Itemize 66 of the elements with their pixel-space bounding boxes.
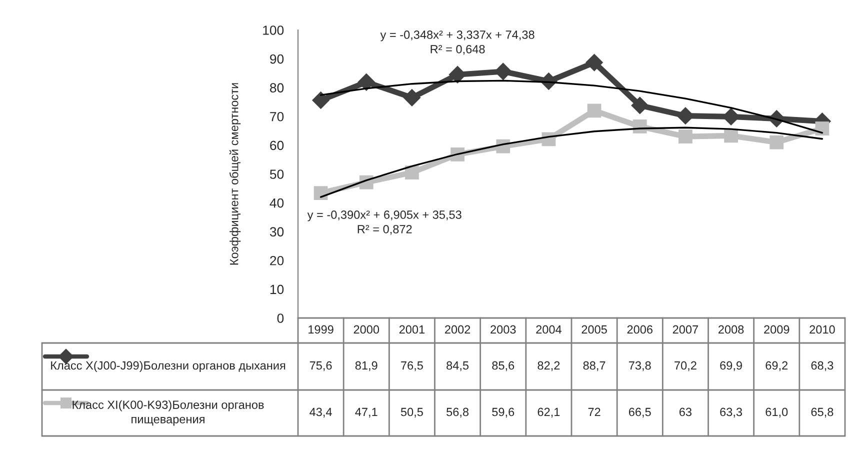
point xyxy=(448,66,466,84)
y-tick-label: 0 xyxy=(277,314,284,323)
annotation: y = -0,348x² + 3,337x + 74,38 R² = 0,648 xyxy=(380,30,534,55)
point xyxy=(724,128,738,143)
point xyxy=(358,74,375,91)
point xyxy=(815,122,830,136)
legend-label: Класс X(J00-J99)Болезни органов дыхания xyxy=(51,360,286,372)
point xyxy=(405,166,419,180)
data-label: 75,6 xyxy=(310,361,332,372)
x-tick-label: 2006 xyxy=(627,325,652,334)
point xyxy=(770,135,784,150)
data-label: 85,6 xyxy=(492,361,514,372)
x-tick-label: 2009 xyxy=(764,325,790,334)
point xyxy=(678,130,692,144)
y-tick-label: 10 xyxy=(270,284,284,294)
data-label: 72 xyxy=(588,408,600,416)
x-tick-label: 2007 xyxy=(672,325,698,334)
x-tick-label: 2004 xyxy=(536,325,562,334)
x-tick-label: 2001 xyxy=(399,325,425,334)
legend-label: Класс XI(K00-K93)Болезни органов пищеварения xyxy=(72,400,264,426)
point xyxy=(312,92,330,109)
x-tick-label: 1999 xyxy=(308,325,334,334)
data-label: 76,5 xyxy=(401,361,423,372)
y-tick-label: 30 xyxy=(270,227,284,237)
data-label: 69,9 xyxy=(720,361,742,372)
data-label: 65,8 xyxy=(811,408,834,418)
point xyxy=(314,186,328,200)
point xyxy=(403,89,421,106)
y-tick-label: 100 xyxy=(263,26,284,35)
data-label: 56,8 xyxy=(446,408,469,418)
data-label: 61,0 xyxy=(766,408,788,418)
y-tick-label: 60 xyxy=(270,140,284,150)
data-label: 47,1 xyxy=(355,408,378,418)
x-tick-label: 2010 xyxy=(810,325,835,334)
data-label: 62,1 xyxy=(538,408,560,418)
data-label: 43,4 xyxy=(310,408,332,418)
data-label: 66,5 xyxy=(628,408,651,418)
data-label: 50,5 xyxy=(400,408,423,418)
data-label: 69,2 xyxy=(766,361,788,372)
data-label: 68,3 xyxy=(811,361,834,372)
y-tick-label: 40 xyxy=(270,198,284,208)
y-tick-label: 70 xyxy=(270,112,284,122)
x-tick-label: 2008 xyxy=(718,325,744,334)
point xyxy=(586,54,603,72)
y-tick-label: 90 xyxy=(270,54,284,64)
data-label: 84,5 xyxy=(446,361,469,372)
data-label: 88,7 xyxy=(583,361,606,372)
data-label: 63 xyxy=(679,408,692,416)
annotation: y = -0,390x² + 6,905x + 35,53 R² = 0,872 xyxy=(307,210,462,235)
x-tick-label: 2002 xyxy=(445,325,470,334)
data-label: 73,8 xyxy=(628,361,651,372)
point xyxy=(587,104,602,118)
point xyxy=(631,96,648,114)
y-tick-label: 80 xyxy=(270,83,284,93)
data-label: 82,2 xyxy=(538,361,560,372)
x-tick-label: 2005 xyxy=(582,325,607,334)
y-axis-title: Коэффициент общей смертности xyxy=(229,83,241,265)
y-tick-label: 20 xyxy=(270,256,284,266)
data-label: 81,9 xyxy=(355,361,378,372)
y-tick-label: 50 xyxy=(270,170,284,179)
data-label: 59,6 xyxy=(492,408,514,418)
x-tick-label: 2000 xyxy=(354,325,380,334)
x-tick-label: 2003 xyxy=(490,325,516,334)
data-label: 70,2 xyxy=(674,361,696,372)
data-label: 63,3 xyxy=(720,408,742,418)
point xyxy=(494,62,512,80)
